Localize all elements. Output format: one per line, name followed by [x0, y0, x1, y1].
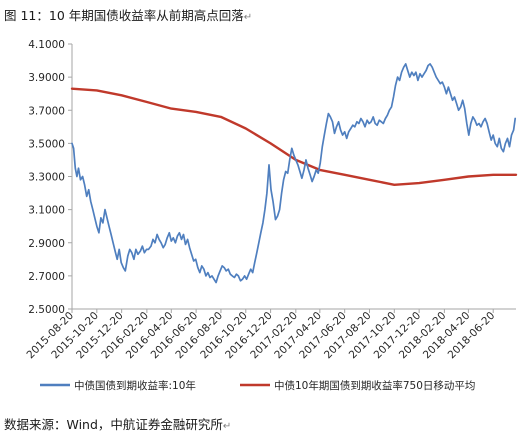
caption-return-mark: ↵	[243, 12, 253, 23]
source-note: 数据来源：Wind，中航证券金融研究所↵	[4, 414, 231, 433]
y-tick-label: 3.7000	[28, 105, 65, 117]
y-tick-label: 2.5000	[28, 304, 65, 316]
y-tick-label: 3.3000	[28, 172, 65, 184]
plot-area	[70, 63, 518, 284]
y-tick-label: 3.5000	[28, 138, 65, 150]
legend-label: 中债10年期国债到期收益率750日移动平均	[274, 379, 475, 392]
series-line-10y-yield	[71, 63, 517, 284]
legend-label: 中债国债到期收益率:10年	[74, 379, 196, 392]
source-text: 数据来源：Wind，中航证券金融研究所	[4, 417, 223, 432]
y-tick-label: 2.9000	[28, 238, 65, 250]
legend: 中债国债到期收益率:10年 中债10年期国债到期收益率750日移动平均	[40, 379, 475, 392]
caption-text: 图 11：10 年期国债收益率从前期高点回落	[4, 8, 244, 23]
y-tick-label: 2.7000	[28, 271, 65, 283]
chart-caption: 图 11：10 年期国债收益率从前期高点回落↵	[4, 5, 252, 24]
x-axis: 2015-08-202015-10-202015-12-202016-02-20…	[24, 308, 516, 361]
series-line-750d-moving-average	[70, 87, 518, 186]
y-tick-label: 3.1000	[28, 205, 65, 217]
yield-line-chart: 2.5000 2.7000 2.9000 3.1000 3.3000 3.5000 3.70…	[24, 39, 518, 392]
source-return-mark: ↵	[222, 421, 232, 432]
y-tick-label: 3.9000	[28, 72, 65, 84]
y-axis: 2.5000 2.7000 2.9000 3.1000 3.3000 3.5000 3.70…	[28, 39, 73, 316]
y-tick-label: 4.1000	[28, 39, 65, 51]
